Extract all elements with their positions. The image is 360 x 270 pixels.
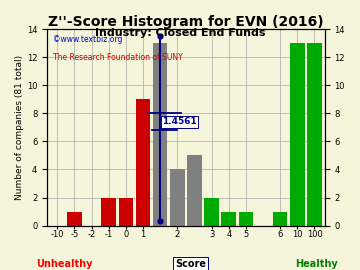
- Bar: [67, 212, 82, 226]
- Bar: [221, 212, 236, 226]
- Text: Score: Score: [175, 259, 206, 269]
- Text: Unhealthy: Unhealthy: [37, 259, 93, 269]
- Bar: [204, 198, 219, 226]
- Title: Z''-Score Histogram for EVN (2016): Z''-Score Histogram for EVN (2016): [48, 15, 324, 29]
- Bar: [136, 99, 150, 226]
- Bar: [102, 198, 116, 226]
- Text: Healthy: Healthy: [296, 259, 338, 269]
- Text: Industry: Closed End Funds: Industry: Closed End Funds: [95, 28, 265, 38]
- Y-axis label: Number of companies (81 total): Number of companies (81 total): [15, 55, 24, 200]
- Bar: [273, 212, 288, 226]
- Bar: [290, 43, 305, 226]
- Bar: [170, 170, 185, 226]
- Text: The Research Foundation of SUNY: The Research Foundation of SUNY: [53, 53, 182, 62]
- Bar: [118, 198, 133, 226]
- Text: 1.4561: 1.4561: [162, 117, 197, 126]
- Bar: [239, 212, 253, 226]
- Bar: [187, 156, 202, 226]
- Text: ©www.textbiz.org: ©www.textbiz.org: [53, 35, 122, 44]
- Bar: [153, 43, 167, 226]
- Bar: [307, 43, 322, 226]
